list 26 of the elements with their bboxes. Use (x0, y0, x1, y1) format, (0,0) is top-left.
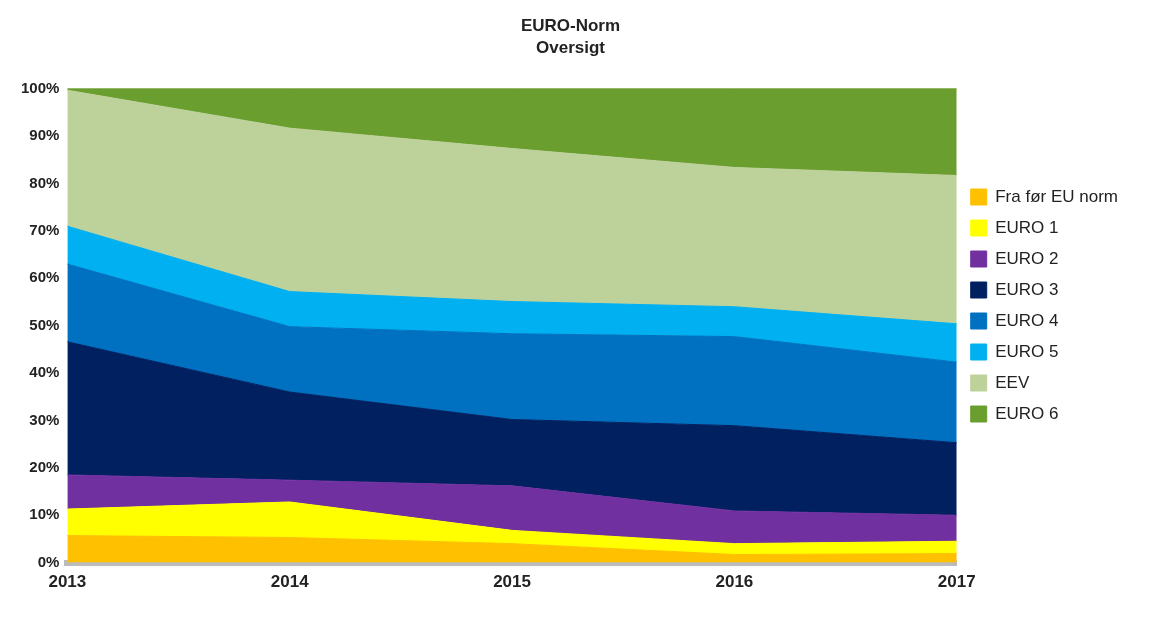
x-tick-label: 2015 (493, 572, 531, 592)
x-tick-label: 2014 (270, 572, 310, 592)
x-tick-label: 2017 (937, 572, 976, 592)
y-tick-label: 50% (29, 315, 60, 333)
y-tick-label: 30% (29, 410, 60, 428)
y-tick-label: 80% (29, 173, 60, 191)
y-tick-label: 90% (29, 126, 60, 144)
y-tick-label: 20% (29, 457, 60, 475)
chart-subtitle: Oversigt (536, 38, 606, 58)
y-tick-label: 0% (37, 552, 60, 570)
legend-label: EURO 6 (995, 403, 1059, 423)
legend-label: Fra før EU norm (995, 186, 1119, 206)
x-tick-label: 2013 (48, 572, 87, 592)
legend-label: EEV (995, 372, 1030, 392)
chart-title: EURO-Norm (520, 15, 621, 35)
y-tick-label: 60% (29, 268, 60, 286)
x-tick-label: 2016 (715, 572, 754, 592)
y-tick-label: 40% (29, 363, 60, 381)
legend-label: EURO 1 (995, 217, 1059, 237)
y-tick-label: 70% (29, 221, 60, 239)
y-tick-label: 100% (20, 78, 60, 96)
legend-label: EURO 4 (995, 310, 1059, 330)
legend-label: EURO 5 (995, 341, 1059, 361)
legend-label: EURO 2 (995, 248, 1059, 268)
y-tick-label: 10% (29, 505, 60, 523)
legend-label: EURO 3 (995, 279, 1059, 299)
